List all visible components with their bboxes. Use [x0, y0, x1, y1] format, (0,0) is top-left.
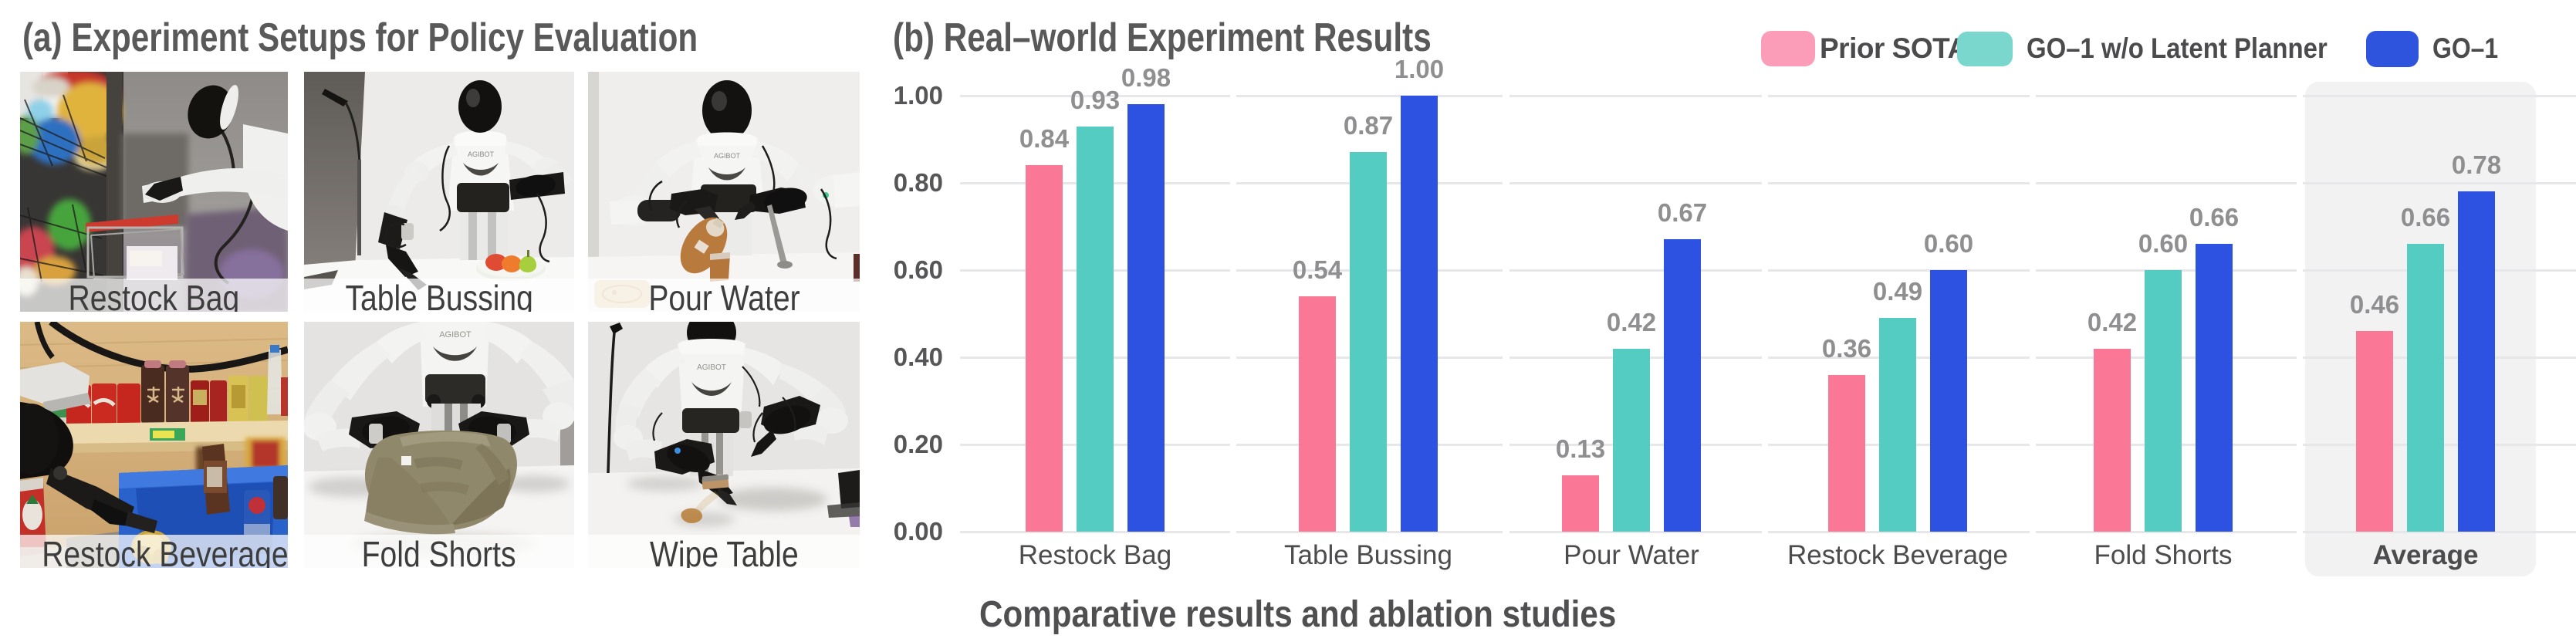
- svg-text:AGIBOT: AGIBOT: [697, 363, 726, 372]
- svg-text:AGIBOT: AGIBOT: [468, 150, 495, 158]
- svg-text:AGIBOT: AGIBOT: [439, 330, 472, 340]
- svg-text:AGIBOT: AGIBOT: [714, 152, 741, 160]
